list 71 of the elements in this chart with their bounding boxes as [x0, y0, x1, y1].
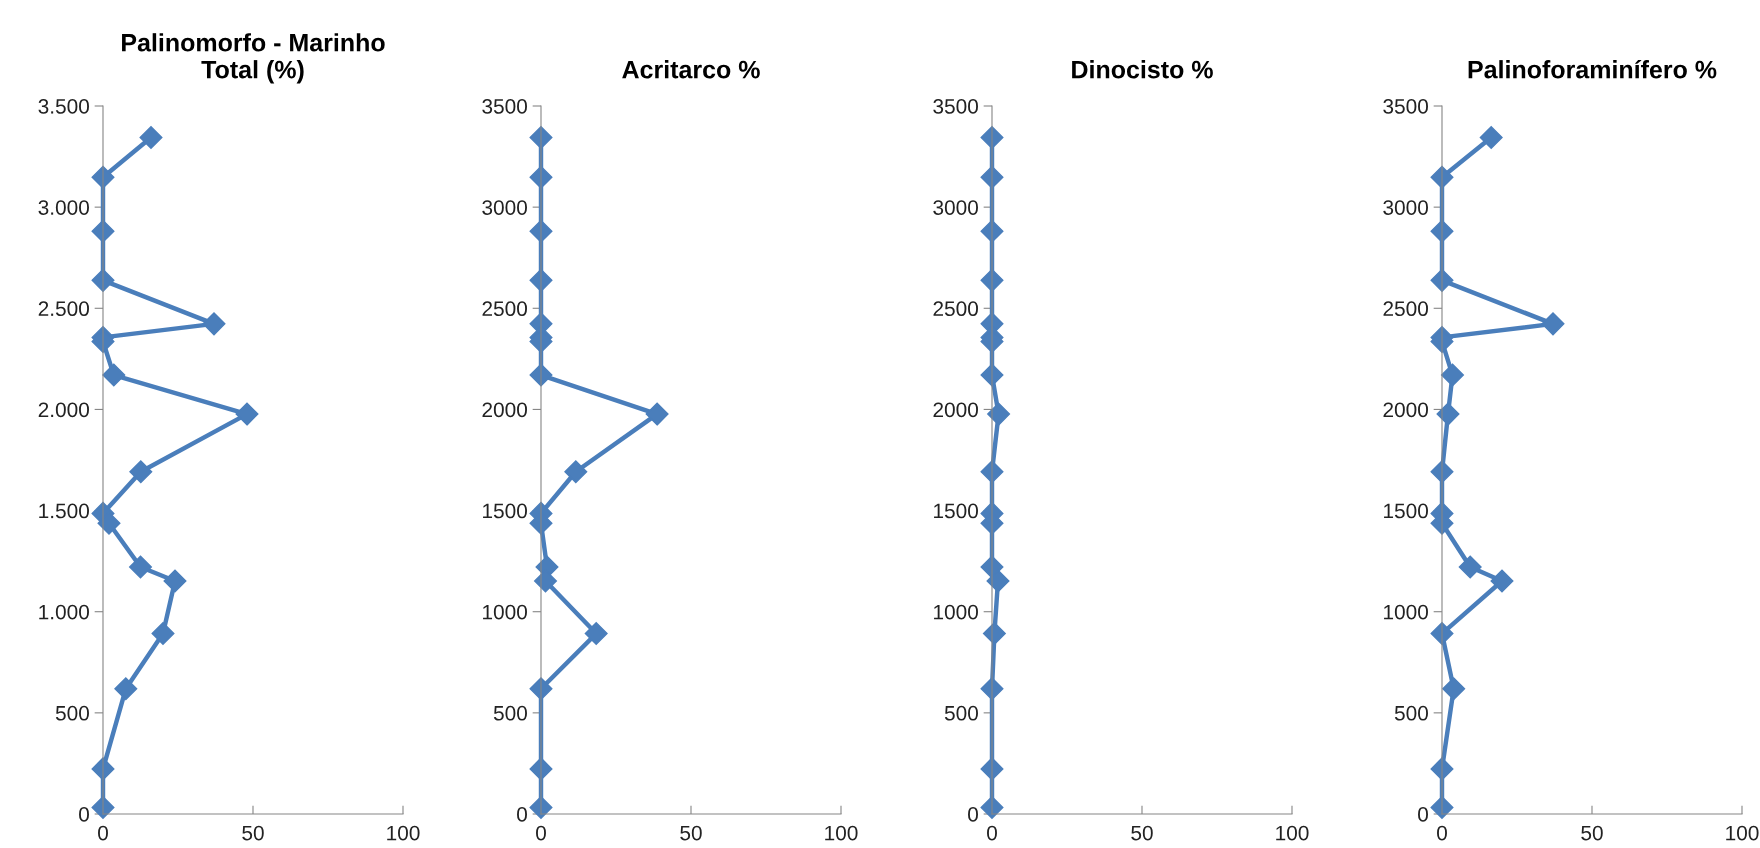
y-tick-label: 3.500: [38, 99, 89, 114]
point: [645, 402, 669, 426]
point: [1441, 363, 1464, 387]
point: [1430, 796, 1454, 820]
point: [529, 796, 553, 820]
x-tick-label: 0: [1437, 825, 1447, 841]
y-tick-label: 500: [1394, 705, 1428, 721]
x-tick-label: 0: [536, 825, 546, 841]
y-tick-label: 1000: [483, 604, 527, 620]
y-tick-label: 3000: [1383, 200, 1428, 215]
y-tick-label: 2.500: [38, 301, 89, 317]
y-tick-label: 2000: [933, 402, 978, 418]
y-tick-label: 3500: [933, 99, 978, 114]
point: [1458, 555, 1482, 579]
y-tick-label: 500: [944, 705, 978, 721]
point: [584, 622, 608, 646]
y-tick-label: 2500: [482, 301, 527, 317]
x-tick-label: 50: [680, 825, 702, 841]
x-tick-label: 50: [1131, 825, 1153, 841]
chart-title: Acritarco %: [622, 60, 760, 79]
y-tick-label: 1500: [483, 503, 527, 519]
chart-title: Palinomorfo - Marinho Total (%): [122, 33, 385, 84]
y-tick-label: 0: [517, 807, 527, 822]
point: [202, 312, 226, 336]
point: [980, 796, 1004, 820]
y-tick-label: 500: [55, 705, 89, 721]
chart-title: Dinocisto %: [1072, 60, 1213, 79]
y-tick-label: 3500: [1383, 99, 1428, 114]
x-tick-label: 50: [242, 825, 264, 841]
point: [114, 677, 138, 701]
y-tick-label: 3000: [933, 200, 978, 215]
point: [987, 402, 1011, 426]
y-tick-label: 3.000: [38, 200, 89, 215]
point: [102, 363, 126, 387]
x-tick-label: 100: [1726, 825, 1759, 841]
x-tick-label: 100: [1276, 825, 1309, 841]
y-tick-label: 1000: [1384, 604, 1428, 620]
point: [1442, 677, 1466, 701]
y-tick-label: 1500: [934, 503, 978, 519]
chart-title: Palinoforaminífero %: [1468, 59, 1717, 79]
y-tick-label: 1500: [1384, 503, 1428, 519]
y-tick-label: 1.500: [39, 503, 89, 519]
point: [1541, 312, 1565, 336]
point: [1490, 569, 1514, 593]
y-tick-label: 3500: [482, 99, 527, 114]
y-tick-label: 1.000: [39, 604, 89, 620]
point: [564, 460, 588, 484]
y-tick-label: 3000: [482, 200, 527, 215]
y-tick-label: 2.000: [38, 402, 89, 418]
x-tick-label: 0: [987, 825, 997, 841]
y-tick-label: 500: [493, 705, 527, 721]
y-tick-label: 2000: [1383, 402, 1428, 418]
y-tick-label: 2500: [933, 301, 978, 317]
point: [91, 796, 115, 820]
y-tick-label: 0: [79, 807, 89, 822]
y-tick-label: 0: [968, 807, 978, 822]
x-tick-label: 0: [98, 825, 108, 841]
point: [163, 569, 187, 593]
y-tick-label: 2500: [1383, 301, 1428, 317]
point: [139, 126, 163, 150]
x-tick-label: 100: [387, 825, 420, 841]
y-tick-label: 2000: [482, 402, 527, 418]
point: [129, 555, 152, 579]
y-tick-label: 0: [1418, 807, 1428, 822]
y-tick-label: 1000: [934, 604, 978, 620]
point: [129, 460, 153, 484]
point: [235, 402, 259, 426]
point: [151, 622, 175, 646]
x-tick-label: 100: [825, 825, 858, 841]
x-tick-label: 50: [1581, 825, 1603, 841]
point: [1479, 126, 1503, 150]
